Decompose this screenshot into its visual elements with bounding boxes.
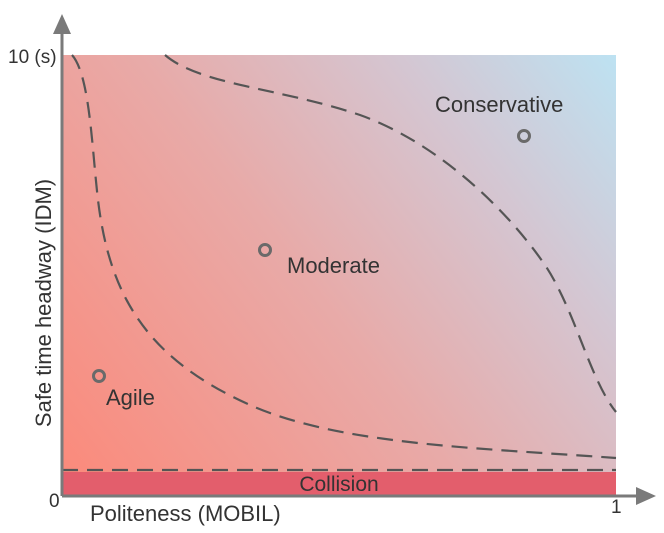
agile-point-marker	[92, 369, 106, 383]
conservative-point-marker	[517, 129, 531, 143]
y-max-label: 10 (s)	[8, 47, 57, 68]
x-axis-arrowhead	[636, 487, 656, 505]
moderate-label: Moderate	[287, 253, 380, 278]
y-axis-title: Safe time headway (IDM)	[31, 179, 56, 427]
collision-band	[62, 472, 616, 496]
moderate-point-marker	[258, 243, 272, 257]
origin-label: 0	[49, 491, 60, 512]
collision-label: Collision	[299, 473, 378, 496]
x-axis-title: Politeness (MOBIL)	[90, 501, 281, 526]
x-max-label: 1	[611, 497, 622, 518]
agile-label: Agile	[106, 385, 155, 410]
parameter-space-area	[62, 55, 616, 475]
moderate-conservative-boundary	[164, 54, 617, 413]
y-axis-arrowhead	[53, 14, 71, 34]
agile-moderate-boundary	[71, 54, 617, 460]
conservative-label: Conservative	[435, 92, 563, 117]
